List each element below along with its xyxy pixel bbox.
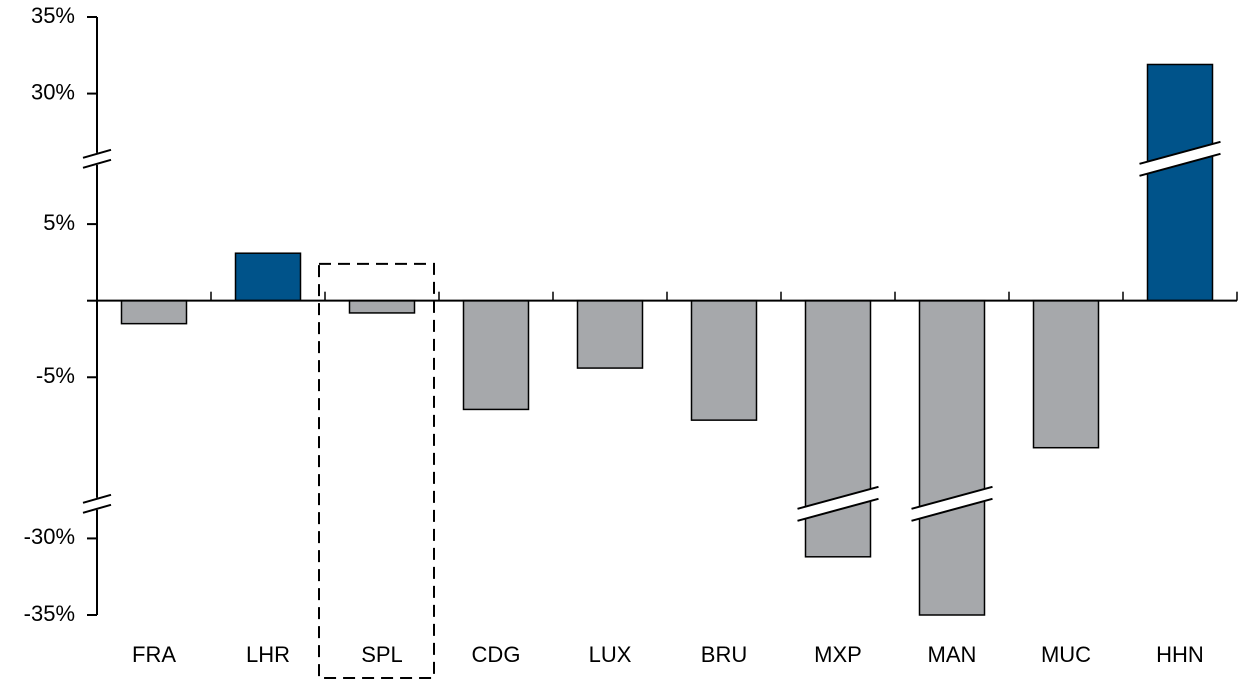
bar xyxy=(348,299,416,314)
bar-break xyxy=(911,486,993,521)
bar xyxy=(804,299,872,558)
bar-break-line xyxy=(797,485,879,510)
y-tick-label: 5% xyxy=(43,210,75,235)
y-tick-label: 30% xyxy=(31,79,75,104)
x-tick-label: LHR xyxy=(246,642,290,667)
bar xyxy=(1146,63,1214,302)
bar-break-line xyxy=(911,497,993,522)
bar xyxy=(918,299,986,616)
x-tick-label: BRU xyxy=(701,642,747,667)
bar-break-line xyxy=(911,485,993,510)
bar xyxy=(1032,299,1100,449)
x-tick-label: MAN xyxy=(928,642,977,667)
x-tick-label: MUC xyxy=(1041,642,1091,667)
axis-break-line xyxy=(82,158,112,169)
highlight-box xyxy=(318,262,435,679)
bar xyxy=(690,299,758,421)
bar-break-line xyxy=(1139,152,1221,177)
bar-break xyxy=(1139,141,1221,176)
y-tick-label: -35% xyxy=(24,601,75,626)
bar xyxy=(234,252,302,302)
y-tick-label: -30% xyxy=(24,524,75,549)
x-tick-label: MXP xyxy=(814,642,862,667)
x-tick-label: CDG xyxy=(472,642,521,667)
x-tick-label: FRA xyxy=(132,642,176,667)
bar-break-line xyxy=(797,497,879,522)
axis-break-line xyxy=(82,503,112,514)
axis-break-gap xyxy=(93,497,101,510)
bar-break xyxy=(797,486,879,521)
y-tick-label: -5% xyxy=(36,363,75,388)
bar xyxy=(462,299,530,411)
x-tick-label: SPL xyxy=(361,642,403,667)
axis-break-line xyxy=(82,148,112,159)
bar xyxy=(576,299,644,369)
axis-break-line xyxy=(82,493,112,504)
bar-break-line xyxy=(1139,140,1221,165)
x-tick-label: HHN xyxy=(1156,642,1204,667)
x-tick-label: LUX xyxy=(589,642,632,667)
bar xyxy=(120,299,188,325)
y-tick-label: 35% xyxy=(31,3,75,28)
axis-break-gap xyxy=(93,152,101,165)
